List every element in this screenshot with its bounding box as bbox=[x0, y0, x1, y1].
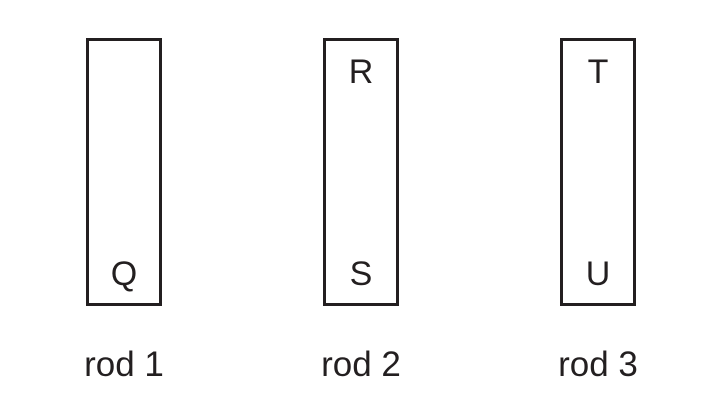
rod-2-caption: rod 2 bbox=[321, 345, 401, 384]
rod-1-caption: rod 1 bbox=[84, 345, 164, 384]
rod-2: R S bbox=[323, 38, 399, 306]
rod-3-top-label: T bbox=[587, 53, 609, 91]
rod-3-bottom-label: U bbox=[585, 255, 611, 293]
rod-3-caption: rod 3 bbox=[558, 345, 638, 384]
rod-1-bottom-label: Q bbox=[110, 255, 138, 293]
rod-3: T U bbox=[560, 38, 636, 306]
rod-1: Q bbox=[86, 38, 162, 306]
rod-2-bottom-label: S bbox=[349, 255, 373, 293]
rod-2-top-label: R bbox=[348, 53, 374, 91]
